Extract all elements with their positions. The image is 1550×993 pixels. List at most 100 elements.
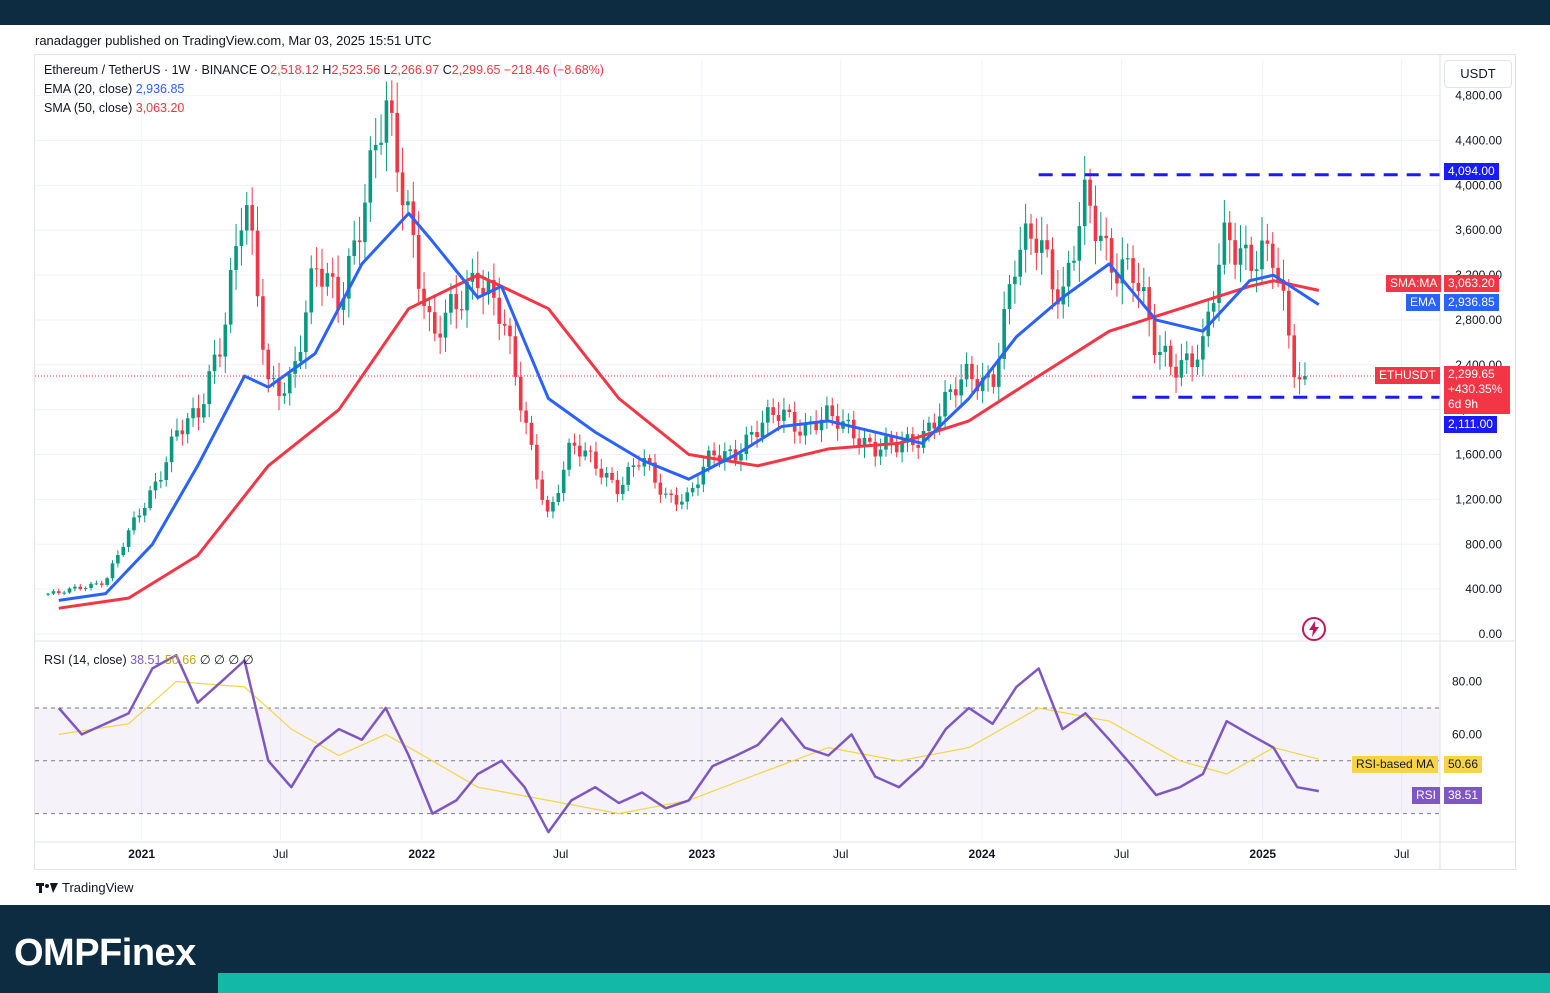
candle <box>1163 331 1168 367</box>
candle <box>701 457 706 493</box>
candle <box>556 484 561 506</box>
tradingview-footer[interactable]: TradingView <box>36 880 134 895</box>
x-tick-label: Jul <box>273 847 288 861</box>
candle <box>1045 224 1049 258</box>
candle <box>137 508 142 523</box>
candle-body <box>588 450 593 452</box>
candle-body <box>1238 248 1243 265</box>
candle <box>825 396 829 429</box>
currency-button[interactable]: USDT <box>1444 60 1512 88</box>
candle <box>1174 353 1178 394</box>
candle-body <box>508 325 512 337</box>
candle-body <box>116 555 120 564</box>
candle-body <box>862 437 867 447</box>
x-tick-label: 2023 <box>688 847 715 861</box>
candle-body <box>561 469 566 494</box>
legend-row-rsi[interactable]: RSI (14, close) 38.51 50.66 ∅ ∅ ∅ ∅ <box>44 652 254 667</box>
candle <box>1168 339 1173 376</box>
candle <box>1142 267 1146 304</box>
candle <box>712 442 716 467</box>
candle <box>1147 276 1151 337</box>
candle-body <box>1109 238 1114 273</box>
candle <box>153 472 158 499</box>
x-tick-label: 2024 <box>969 847 996 861</box>
tradingview-logo-text: TradingView <box>62 880 134 895</box>
candle <box>1050 237 1055 310</box>
candle-body <box>1029 223 1033 239</box>
candle-body <box>432 312 437 334</box>
candle <box>970 355 974 395</box>
candle <box>368 136 373 222</box>
candle-body <box>1013 276 1017 285</box>
candle-body <box>282 393 287 396</box>
candle <box>164 456 169 487</box>
candle-body <box>454 294 459 310</box>
candle-body <box>846 419 851 422</box>
candle-body <box>723 451 727 462</box>
candle-body <box>744 434 749 455</box>
rsi-tick-label: 80.00 <box>1452 675 1482 689</box>
candle-body <box>749 432 754 435</box>
candle <box>508 318 512 355</box>
candle <box>1082 155 1087 245</box>
candle-body <box>798 431 802 436</box>
candle <box>803 412 808 445</box>
candle-body <box>900 442 904 453</box>
lightning-icon[interactable] <box>1300 615 1328 643</box>
candle-body <box>545 499 550 512</box>
candle-body <box>524 410 528 423</box>
candle-body <box>202 404 206 418</box>
candle-body <box>1115 272 1119 284</box>
candle <box>223 312 228 374</box>
candle <box>932 413 937 440</box>
candle-body <box>825 405 829 420</box>
candle <box>513 320 518 386</box>
candle <box>1217 243 1221 322</box>
candle-body <box>379 142 383 145</box>
candle-body <box>1163 345 1168 352</box>
candle-body <box>696 484 700 488</box>
candle-body <box>298 351 303 362</box>
candle <box>1034 218 1039 271</box>
legend-row-ema[interactable]: EMA (20, close) 2,936.85 <box>44 82 184 96</box>
candle <box>996 342 1001 402</box>
candle-body <box>927 422 931 431</box>
candle-body <box>1179 360 1184 378</box>
candle <box>808 416 813 435</box>
candle-body <box>701 466 706 485</box>
y-tick-label: 4,400.00 <box>1455 133 1502 147</box>
candle-body <box>287 373 292 394</box>
candle-body <box>690 487 695 493</box>
candle <box>959 364 963 409</box>
candle-body <box>943 391 947 417</box>
candle-body <box>304 312 308 352</box>
candle-body <box>56 591 61 594</box>
candle-body <box>78 586 83 589</box>
candle <box>599 459 604 485</box>
candle <box>325 262 330 296</box>
candle-body <box>46 593 50 595</box>
candle-body <box>782 409 786 421</box>
candle <box>373 117 378 179</box>
candle <box>631 458 636 477</box>
candle <box>459 290 464 320</box>
candle <box>1158 335 1162 370</box>
candle-body <box>395 112 399 173</box>
candle-body <box>1120 259 1125 284</box>
candle <box>1233 222 1237 280</box>
candle <box>766 399 770 436</box>
candle-body <box>631 465 636 468</box>
candle <box>330 257 335 299</box>
candle-body <box>1050 249 1055 290</box>
legend-row-sma[interactable]: SMA (50, close) 3,063.20 <box>44 101 184 115</box>
price-tag: 2,299.65 +430.35% 6d 9h <box>1444 366 1510 414</box>
candle-body <box>169 436 174 463</box>
candle <box>964 352 969 388</box>
candle-body <box>132 517 136 531</box>
candle <box>771 398 775 424</box>
grid-lines <box>35 60 1440 840</box>
candle-body <box>1281 280 1286 291</box>
candle <box>1066 250 1071 307</box>
candle <box>529 415 534 451</box>
